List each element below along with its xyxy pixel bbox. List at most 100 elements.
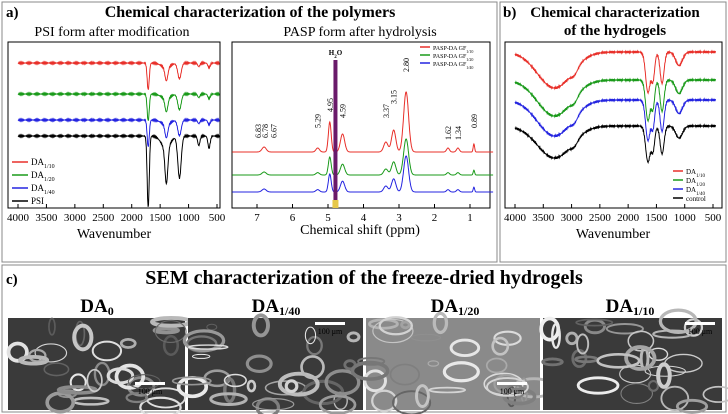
- label: PASP-DA GF1/40: [433, 62, 473, 70]
- spectrum: [514, 49, 716, 95]
- sem-texture: [660, 385, 690, 412]
- x-tick-label: 4000: [504, 212, 527, 224]
- x-tick-label: 7: [254, 212, 260, 224]
- label: DA1/40: [252, 296, 301, 318]
- sem-texture: [400, 320, 411, 330]
- panel-label: a): [6, 5, 19, 21]
- sem-texture: [346, 331, 361, 343]
- hydrogel-axes: [504, 41, 723, 209]
- x-axis-label: Wavenumber: [77, 227, 152, 242]
- sem-texture: [277, 371, 320, 397]
- sem-texture: [624, 345, 657, 371]
- sem-texture: [442, 361, 480, 383]
- sem-texture: [428, 386, 467, 394]
- sem-texture: [171, 376, 212, 386]
- x-tick-label: 500: [209, 212, 226, 224]
- label-base: DA: [606, 296, 634, 317]
- water-band: [332, 200, 339, 208]
- label-sub: 0: [108, 304, 114, 318]
- panel-label: c): [6, 272, 18, 288]
- peak-label: 4.95: [326, 98, 335, 112]
- label: DA1/20: [686, 177, 706, 188]
- label-base: H: [329, 49, 335, 57]
- x-tick-label: 3000: [64, 212, 87, 224]
- sem-texture: [415, 384, 430, 408]
- sem-texture: [306, 335, 323, 356]
- water-peak: [333, 60, 338, 200]
- ftir-axes: [7, 41, 221, 209]
- peak-label: 6.83: [254, 124, 263, 138]
- spectrum: [232, 91, 494, 153]
- sem-texture: [245, 354, 273, 373]
- x-tick-label: 1500: [645, 212, 668, 224]
- sem-texture: [576, 333, 590, 355]
- sem-texture: [252, 398, 295, 411]
- sem-texture: [541, 357, 564, 367]
- x-tick-label: 2500: [92, 212, 115, 224]
- sem-texture: [675, 398, 709, 414]
- sem-texture: [363, 369, 387, 393]
- sem-texture: [154, 320, 187, 343]
- x-tick-label: 1000: [178, 212, 201, 224]
- panel-c-frame: [1, 264, 727, 413]
- sem-texture: [576, 376, 620, 395]
- label-base: PASP-DA GF: [433, 62, 467, 68]
- panel-title: Chemical characterization of the polymer…: [105, 4, 396, 21]
- sem-texture: [656, 362, 672, 389]
- sem-texture: [372, 318, 414, 344]
- sem-texture: [106, 367, 135, 385]
- sem-texture: [485, 357, 508, 374]
- spectrum: [514, 123, 716, 165]
- x-tick-label: 1500: [149, 212, 172, 224]
- spectrum: [514, 97, 716, 143]
- label-base: PASP-DA GF: [433, 54, 467, 60]
- label-base: DA: [431, 296, 459, 317]
- scale-bar: [685, 322, 715, 325]
- sem-texture: [152, 326, 180, 335]
- x-tick-label: 1: [467, 212, 473, 224]
- label-base: DA: [686, 186, 696, 194]
- sem-texture: [658, 308, 698, 335]
- scale-label: 100 μm: [500, 387, 525, 396]
- label-base: DA: [686, 168, 696, 176]
- label-sub: 1/40: [466, 65, 473, 70]
- panel-title: SEM characterization of the freeze-dried…: [145, 267, 583, 289]
- x-tick-label: 5: [325, 212, 331, 224]
- sem-texture: [127, 374, 161, 390]
- x-tick-label: 6: [290, 212, 296, 224]
- label-sub: 1/20: [696, 183, 705, 188]
- scale-label: 100 μm: [318, 327, 343, 336]
- x-tick-label: 2: [432, 212, 438, 224]
- x-tick-label: 3500: [532, 212, 555, 224]
- x-tick-label: 1000: [674, 212, 697, 224]
- x-tick-label: 3500: [35, 212, 58, 224]
- label: PSI: [31, 196, 44, 206]
- label-base: DA: [80, 296, 108, 317]
- peak-label: 3.15: [390, 90, 399, 104]
- peak-label: 4.59: [339, 104, 348, 118]
- label: PASP-DA GF1/20: [433, 54, 473, 62]
- label-sub: 1/10: [466, 49, 473, 54]
- sem-texture: [139, 396, 182, 414]
- peak-label: 1.62: [444, 126, 453, 140]
- sem-texture: [209, 392, 248, 407]
- label-tail: O: [337, 49, 343, 57]
- x-tick-label: 4000: [7, 212, 30, 224]
- label-base: DA: [252, 296, 280, 317]
- sem-texture: [246, 379, 257, 393]
- sem-texture: [392, 390, 432, 414]
- sem-texture: [683, 318, 704, 337]
- scale-bar: [315, 322, 345, 325]
- label: control: [686, 195, 706, 203]
- sem-texture: [251, 313, 270, 338]
- spectrum: [232, 138, 494, 176]
- sem-texture: [206, 323, 218, 331]
- sem-texture: [378, 316, 414, 336]
- peak-label: 1.34: [454, 126, 463, 140]
- panel-title: Chemical characterization: [530, 5, 700, 21]
- spectrum: [514, 77, 716, 123]
- label: DA1/10: [606, 296, 655, 318]
- sem-texture: [551, 322, 561, 349]
- label-sub: 1/40: [696, 192, 705, 197]
- scale-label: 100 μm: [688, 327, 713, 336]
